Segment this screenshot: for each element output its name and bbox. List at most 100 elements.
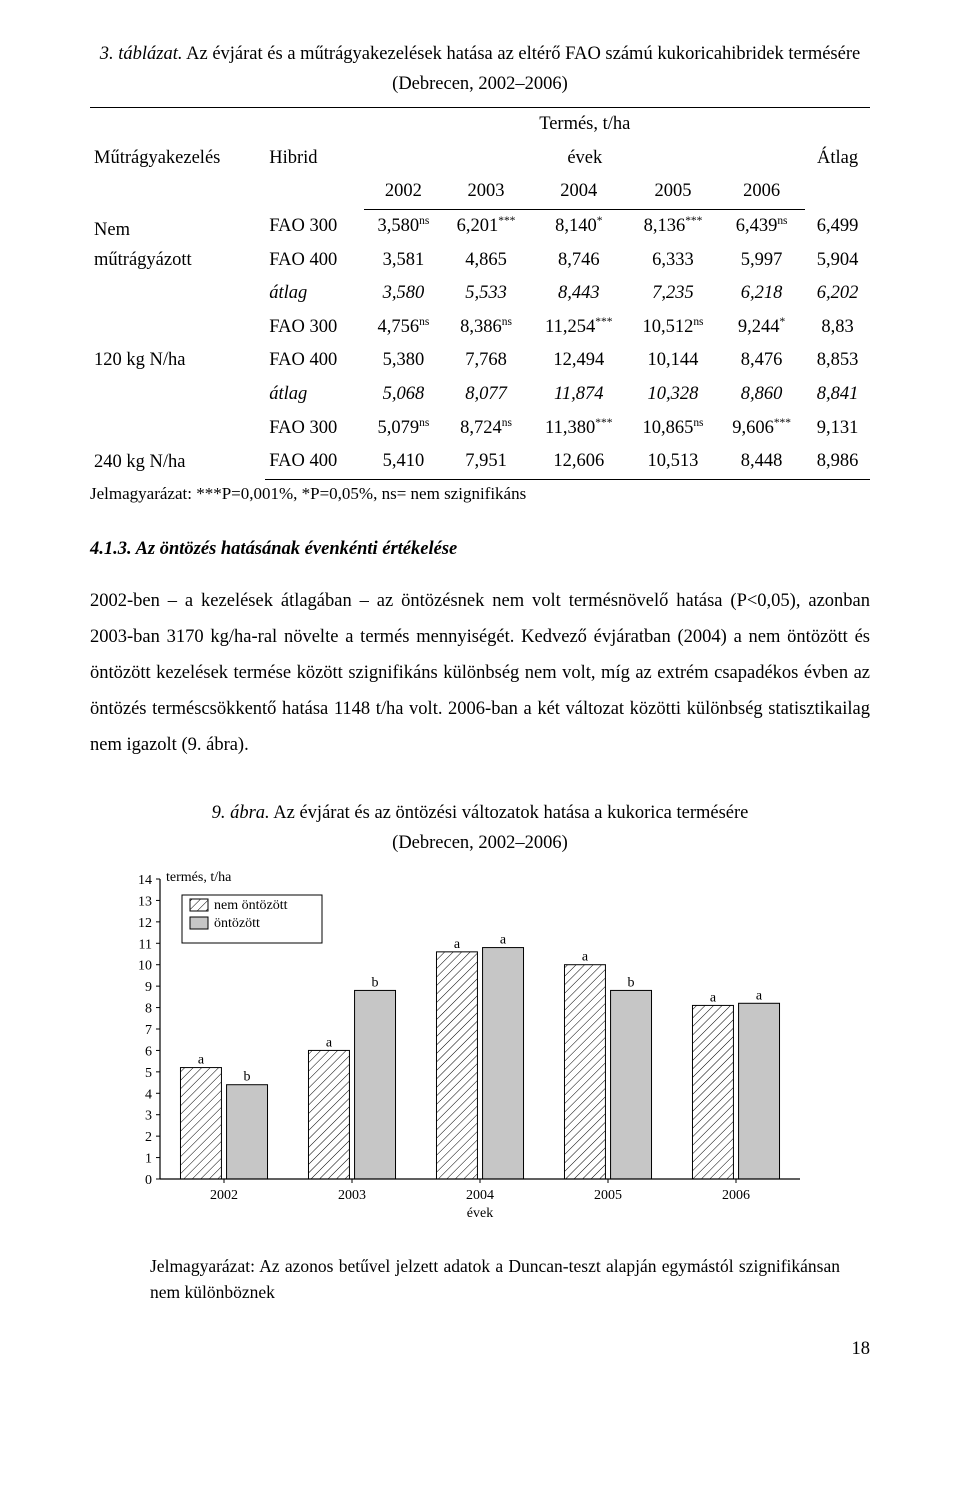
svg-text:7: 7 <box>145 1023 152 1038</box>
col-hybrid: Hibrid <box>265 108 364 210</box>
data-cell: 5,079ns <box>364 412 442 446</box>
avg-cell: 8,841 <box>805 378 870 412</box>
data-cell: 8,136*** <box>628 209 718 243</box>
hybrid-cell: FAO 400 <box>265 344 364 378</box>
treatment-cell: 120 kg N/ha <box>90 311 265 378</box>
avg-label: átlag <box>265 277 364 311</box>
hybrid-cell: FAO 300 <box>265 311 364 345</box>
col-year: 2006 <box>718 175 805 209</box>
svg-text:termés, t/ha: termés, t/ha <box>166 870 232 885</box>
data-cell: 10,513 <box>628 445 718 479</box>
col-year: 2004 <box>530 175 628 209</box>
hybrid-cell: FAO 400 <box>265 445 364 479</box>
svg-text:a: a <box>710 990 717 1005</box>
table-3: Műtrágyakezelés Hibrid Termés, t/ha Átla… <box>90 107 870 480</box>
data-cell: 5,380 <box>364 344 442 378</box>
svg-text:9: 9 <box>145 980 152 995</box>
col-avg: Átlag <box>805 108 870 210</box>
page-number: 18 <box>90 1335 870 1365</box>
svg-text:a: a <box>582 949 589 964</box>
data-cell: 8,724ns <box>442 412 529 446</box>
avg-cell: 11,874 <box>530 378 628 412</box>
svg-text:6: 6 <box>145 1044 152 1059</box>
data-cell: 10,865ns <box>628 412 718 446</box>
svg-text:b: b <box>628 975 635 990</box>
svg-text:b: b <box>244 1069 251 1084</box>
svg-text:0: 0 <box>145 1173 152 1188</box>
data-cell: 7,951 <box>442 445 529 479</box>
data-cell: 11,380*** <box>530 412 628 446</box>
treatment-cell: Nemműtrágyázott <box>90 209 265 277</box>
data-cell: 9,244* <box>718 311 805 345</box>
svg-text:2: 2 <box>145 1130 152 1145</box>
svg-text:2003: 2003 <box>338 1188 366 1203</box>
data-cell: 10,144 <box>628 344 718 378</box>
svg-text:nem öntözött: nem öntözött <box>214 898 288 913</box>
figure-num: 9. ábra. <box>212 803 270 823</box>
hybrid-cell: FAO 300 <box>265 412 364 446</box>
data-cell: 6,439ns <box>718 209 805 243</box>
svg-text:a: a <box>500 932 507 947</box>
data-cell: 8,448 <box>718 445 805 479</box>
data-cell: 4,756ns <box>364 311 442 345</box>
avg-label: átlag <box>265 378 364 412</box>
data-cell: 8,386ns <box>442 311 529 345</box>
data-cell: 9,131 <box>805 412 870 446</box>
avg-cell: 8,860 <box>718 378 805 412</box>
col-treatment: Műtrágyakezelés <box>90 108 265 210</box>
avg-cell: 8,443 <box>530 277 628 311</box>
hybrid-cell: FAO 300 <box>265 209 364 243</box>
svg-text:2005: 2005 <box>594 1188 622 1203</box>
data-cell: 3,580ns <box>364 209 442 243</box>
avg-cell: 7,235 <box>628 277 718 311</box>
svg-text:8: 8 <box>145 1001 152 1016</box>
svg-text:1: 1 <box>145 1151 152 1166</box>
avg-cell: 6,218 <box>718 277 805 311</box>
treatment-cell: 240 kg N/ha <box>90 412 265 480</box>
figure-title: Az évjárat és az öntözési változatok hat… <box>270 803 749 823</box>
avg-cell: 10,328 <box>628 378 718 412</box>
bar-chart-svg: 01234567891011121314ab2002ab2003aa2004ab… <box>120 869 810 1249</box>
col-group-title: Termés, t/ha <box>364 108 805 142</box>
data-cell: 8,476 <box>718 344 805 378</box>
col-year: 2005 <box>628 175 718 209</box>
col-years-label: évek <box>364 142 805 176</box>
svg-text:a: a <box>198 1052 205 1067</box>
table-caption-num: 3. táblázat. <box>100 44 183 64</box>
svg-text:13: 13 <box>138 894 152 909</box>
avg-cell: 6,202 <box>805 277 870 311</box>
hybrid-cell: FAO 400 <box>265 244 364 278</box>
figure-9-chart: 01234567891011121314ab2002ab2003aa2004ab… <box>120 869 870 1249</box>
svg-text:10: 10 <box>138 958 152 973</box>
data-cell: 8,853 <box>805 344 870 378</box>
figure-sub: (Debrecen, 2002–2006) <box>392 833 568 853</box>
svg-text:11: 11 <box>139 937 152 952</box>
avg-cell: 5,533 <box>442 277 529 311</box>
avg-cell: 5,068 <box>364 378 442 412</box>
svg-text:5: 5 <box>145 1065 152 1080</box>
svg-text:évek: évek <box>467 1206 493 1221</box>
data-cell: 9,606*** <box>718 412 805 446</box>
data-cell: 8,986 <box>805 445 870 479</box>
col-year: 2003 <box>442 175 529 209</box>
svg-text:a: a <box>756 988 763 1003</box>
data-cell: 8,746 <box>530 244 628 278</box>
svg-text:2004: 2004 <box>466 1188 494 1203</box>
avg-cell: 8,077 <box>442 378 529 412</box>
figure-caption: 9. ábra. Az évjárat és az öntözési válto… <box>90 799 870 858</box>
svg-text:4: 4 <box>145 1087 152 1102</box>
svg-text:14: 14 <box>138 873 152 888</box>
data-cell: 3,581 <box>364 244 442 278</box>
data-cell: 12,606 <box>530 445 628 479</box>
col-year: 2002 <box>364 175 442 209</box>
data-cell: 11,254*** <box>530 311 628 345</box>
svg-text:a: a <box>326 1035 333 1050</box>
svg-text:12: 12 <box>138 915 152 930</box>
svg-text:2006: 2006 <box>722 1188 750 1203</box>
data-cell: 6,333 <box>628 244 718 278</box>
svg-text:öntözött: öntözött <box>214 916 260 931</box>
data-cell: 7,768 <box>442 344 529 378</box>
svg-text:b: b <box>372 975 379 990</box>
data-cell: 4,865 <box>442 244 529 278</box>
data-cell: 6,201*** <box>442 209 529 243</box>
